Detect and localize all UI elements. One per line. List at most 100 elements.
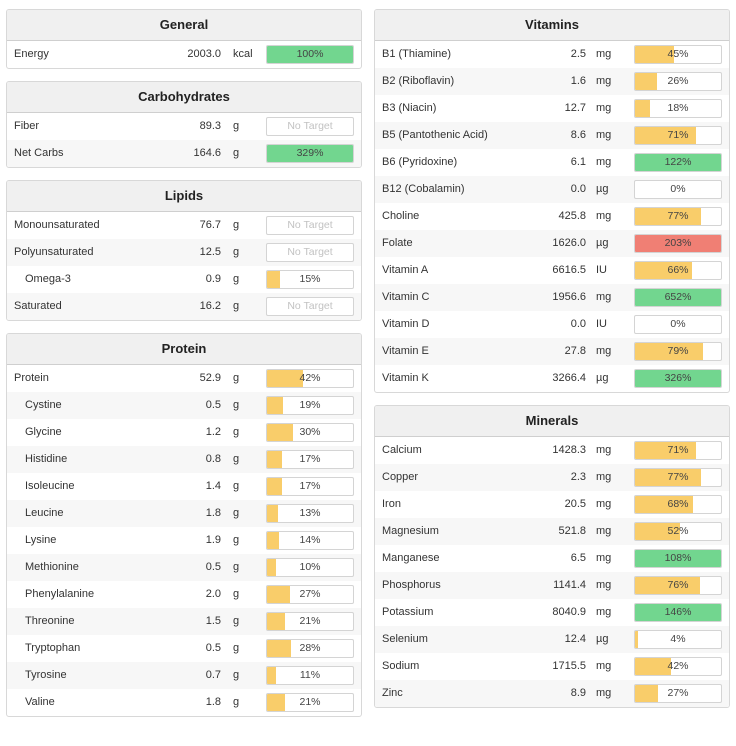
nutrient-amount: 27.8 [564, 345, 586, 357]
nutrient-row-methionine[interactable]: Methionine 0.5 g 10% [7, 554, 361, 581]
target-progress-bar: 52% [634, 522, 722, 541]
nutrient-unit: mg [596, 75, 612, 87]
nutrient-row-vitamin-d[interactable]: Vitamin D 0.0 IU 0% [375, 311, 729, 338]
nutrient-row-vitamin-k[interactable]: Vitamin K 3266.4 µg 326% [375, 365, 729, 392]
nutrient-name: Cystine [25, 399, 62, 411]
nutrient-amount: 89.3 [199, 120, 221, 132]
nutrient-unit: g [233, 507, 240, 519]
nutrient-row-sodium[interactable]: Sodium 1715.5 mg 42% [375, 653, 729, 680]
nutrient-row-folate[interactable]: Folate 1626.0 µg 203% [375, 230, 729, 257]
nutrient-name: Phosphorus [382, 579, 441, 591]
nutrient-row-potassium[interactable]: Potassium 8040.9 mg 146% [375, 599, 729, 626]
nutrient-row-choline[interactable]: Choline 425.8 mg 77% [375, 203, 729, 230]
nutrient-unit: mg [596, 525, 612, 537]
nutrient-unit: µg [596, 633, 609, 645]
target-progress-fill [635, 100, 651, 117]
nutrient-unit: g [233, 588, 240, 600]
nutrient-unit: mg [596, 291, 612, 303]
nutrient-name: Energy [14, 48, 49, 60]
target-percent: 68% [667, 498, 689, 510]
nutrient-unit: mg [596, 129, 612, 141]
panel-protein: Protein Protein 52.9 g 42% Cystine 0.5 g 19% Glyc… [6, 333, 362, 717]
nutrient-row-b5-pantothenic-acid[interactable]: B5 (Pantothenic Acid) 8.6 mg 71% [375, 122, 729, 149]
nutrient-row-b2-riboflavin[interactable]: B2 (Riboflavin) 1.6 mg 26% [375, 68, 729, 95]
nutrient-amount: 0.8 [205, 453, 221, 465]
nutrient-row-glycine[interactable]: Glycine 1.2 g 30% [7, 419, 361, 446]
nutrient-amount: 6.1 [570, 156, 586, 168]
nutrient-row-saturated[interactable]: Saturated 16.2 g No Target [7, 293, 361, 320]
nutrient-name: Sodium [382, 660, 420, 672]
nutrient-row-monounsaturated[interactable]: Monounsaturated 76.7 g No Target [7, 212, 361, 239]
target-progress-fill [635, 658, 672, 675]
nutrient-name: Vitamin D [382, 318, 430, 330]
nutrient-row-energy[interactable]: Energy 2003.0 kcal 100% [7, 41, 361, 68]
nutrient-row-calcium[interactable]: Calcium 1428.3 mg 71% [375, 437, 729, 464]
nutrient-row-phosphorus[interactable]: Phosphorus 1141.4 mg 76% [375, 572, 729, 599]
nutrient-unit: g [233, 120, 240, 132]
nutrient-unit: IU [596, 264, 607, 276]
nutrient-row-leucine[interactable]: Leucine 1.8 g 13% [7, 500, 361, 527]
nutrient-name: Magnesium [382, 525, 439, 537]
target-percent: No Target [287, 120, 333, 132]
nutrient-row-valine[interactable]: Valine 1.8 g 21% [7, 689, 361, 716]
target-progress-fill [635, 73, 658, 90]
target-percent: 326% [664, 372, 692, 384]
target-percent: 122% [664, 156, 692, 168]
target-percent: 26% [667, 75, 689, 87]
nutrient-row-isoleucine[interactable]: Isoleucine 1.4 g 17% [7, 473, 361, 500]
nutrient-row-b12-cobalamin[interactable]: B12 (Cobalamin) 0.0 µg 0% [375, 176, 729, 203]
target-progress-bar: 77% [634, 207, 722, 226]
nutrient-row-b3-niacin[interactable]: B3 (Niacin) 12.7 mg 18% [375, 95, 729, 122]
nutrient-amount: 6.5 [570, 552, 586, 564]
nutrient-row-net-carbs[interactable]: Net Carbs 164.6 g 329% [7, 140, 361, 167]
nutrient-row-omega-3[interactable]: Omega-3 0.9 g 15% [7, 266, 361, 293]
target-percent: 18% [667, 102, 689, 114]
nutrient-row-selenium[interactable]: Selenium 12.4 µg 4% [375, 626, 729, 653]
nutrient-row-cystine[interactable]: Cystine 0.5 g 19% [7, 392, 361, 419]
nutrient-row-phenylalanine[interactable]: Phenylalanine 2.0 g 27% [7, 581, 361, 608]
target-progress-fill [635, 127, 697, 144]
nutrient-unit: g [233, 426, 240, 438]
nutrient-amount: 8.9 [570, 687, 586, 699]
nutrient-name: Fiber [14, 120, 40, 132]
nutrient-row-histidine[interactable]: Histidine 0.8 g 17% [7, 446, 361, 473]
target-progress-fill [267, 451, 282, 468]
target-progress-bar: 42% [634, 657, 722, 676]
target-percent: 652% [664, 291, 692, 303]
nutrient-row-protein[interactable]: Protein 52.9 g 42% [7, 365, 361, 392]
nutrient-row-iron[interactable]: Iron 20.5 mg 68% [375, 491, 729, 518]
target-percent: 11% [299, 669, 321, 681]
nutrient-unit: g [233, 534, 240, 546]
nutrient-row-tyrosine[interactable]: Tyrosine 0.7 g 11% [7, 662, 361, 689]
target-progress-fill [267, 370, 304, 387]
nutrient-name: Threonine [25, 615, 75, 627]
nutrient-row-threonine[interactable]: Threonine 1.5 g 21% [7, 608, 361, 635]
nutrient-row-fiber[interactable]: Fiber 89.3 g No Target [7, 113, 361, 140]
target-percent: 42% [299, 372, 321, 384]
nutrient-row-polyunsaturated[interactable]: Polyunsaturated 12.5 g No Target [7, 239, 361, 266]
nutrient-row-zinc[interactable]: Zinc 8.9 mg 27% [375, 680, 729, 707]
target-percent: 71% [667, 444, 689, 456]
nutrient-row-tryptophan[interactable]: Tryptophan 0.5 g 28% [7, 635, 361, 662]
nutrient-row-magnesium[interactable]: Magnesium 521.8 mg 52% [375, 518, 729, 545]
nutrient-name: Choline [382, 210, 420, 222]
nutrient-row-manganese[interactable]: Manganese 6.5 mg 108% [375, 545, 729, 572]
nutrient-name: Vitamin K [382, 372, 429, 384]
nutrient-row-b6-pyridoxine[interactable]: B6 (Pyridoxine) 6.1 mg 122% [375, 149, 729, 176]
nutrient-row-lysine[interactable]: Lysine 1.9 g 14% [7, 527, 361, 554]
panel-general: General Energy 2003.0 kcal 100% [6, 9, 362, 69]
target-percent: 329% [296, 147, 324, 159]
target-progress-fill [267, 505, 279, 522]
nutrient-row-vitamin-e[interactable]: Vitamin E 27.8 mg 79% [375, 338, 729, 365]
nutrient-unit: mg [596, 345, 612, 357]
nutrient-row-vitamin-a[interactable]: Vitamin A 6616.5 IU 66% [375, 257, 729, 284]
target-percent: 21% [299, 615, 321, 627]
nutrient-row-b1-thiamine[interactable]: B1 (Thiamine) 2.5 mg 45% [375, 41, 729, 68]
nutrient-row-copper[interactable]: Copper 2.3 mg 77% [375, 464, 729, 491]
target-percent: 30% [299, 426, 321, 438]
nutrient-unit: mg [596, 444, 612, 456]
target-progress-fill [267, 586, 291, 603]
nutrient-row-vitamin-c[interactable]: Vitamin C 1956.6 mg 652% [375, 284, 729, 311]
target-percent: 28% [299, 642, 321, 654]
target-progress-fill [267, 667, 277, 684]
